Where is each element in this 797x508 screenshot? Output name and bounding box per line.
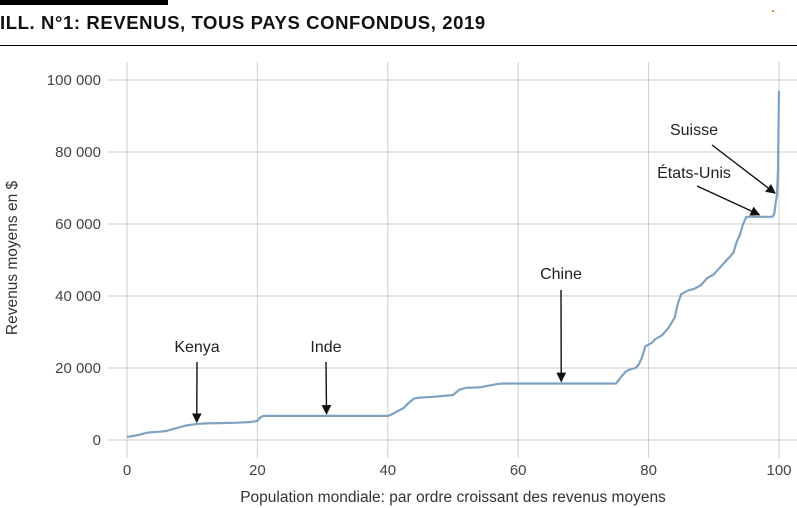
annotation-arrow xyxy=(321,361,332,415)
annotation-label: Suisse xyxy=(670,122,718,139)
annotation-arrow xyxy=(696,185,761,216)
annotation-label: Kenya xyxy=(174,339,219,356)
top-accent-rule xyxy=(0,0,168,5)
income-series-line xyxy=(126,90,781,438)
x-axis-ticks: 0 20 40 60 80 100 xyxy=(123,462,792,479)
x-axis-label: Population mondiale: par ordre croissant… xyxy=(240,489,666,506)
y-axis-label: Revenus moyens en $ xyxy=(4,181,21,336)
x-tick-label: 40 xyxy=(379,462,396,479)
y-tick-label: 20 000 xyxy=(55,360,101,377)
y-tick-label: 100 000 xyxy=(47,72,101,89)
y-tick-label: 40 000 xyxy=(55,288,101,305)
country-annotations: Kenya Inde Chine États-Unis Suisse xyxy=(174,122,776,424)
y-tick-label: 80 000 xyxy=(55,144,101,161)
x-tick-label: 80 xyxy=(640,462,657,479)
annotation-label: États-Unis xyxy=(657,163,731,182)
page-title: ILL. N°1: REVENUS, TOUS PAYS CONFONDUS, … xyxy=(0,12,486,33)
annotation-label: Chine xyxy=(540,266,582,283)
annotation-label: Inde xyxy=(310,339,341,356)
corner-mark xyxy=(772,10,774,12)
y-axis-ticks: 0 20 000 40 000 60 000 80 000 100 000 xyxy=(47,72,101,449)
x-tick-label: 0 xyxy=(123,462,131,479)
y-tick-label: 60 000 xyxy=(55,216,101,233)
title-rule xyxy=(0,45,797,46)
annotation-arrow xyxy=(711,144,776,194)
x-tick-label: 100 xyxy=(766,462,791,479)
x-tick-label: 20 xyxy=(249,462,266,479)
y-tick-label: 0 xyxy=(93,432,101,449)
x-tick-label: 60 xyxy=(510,462,527,479)
